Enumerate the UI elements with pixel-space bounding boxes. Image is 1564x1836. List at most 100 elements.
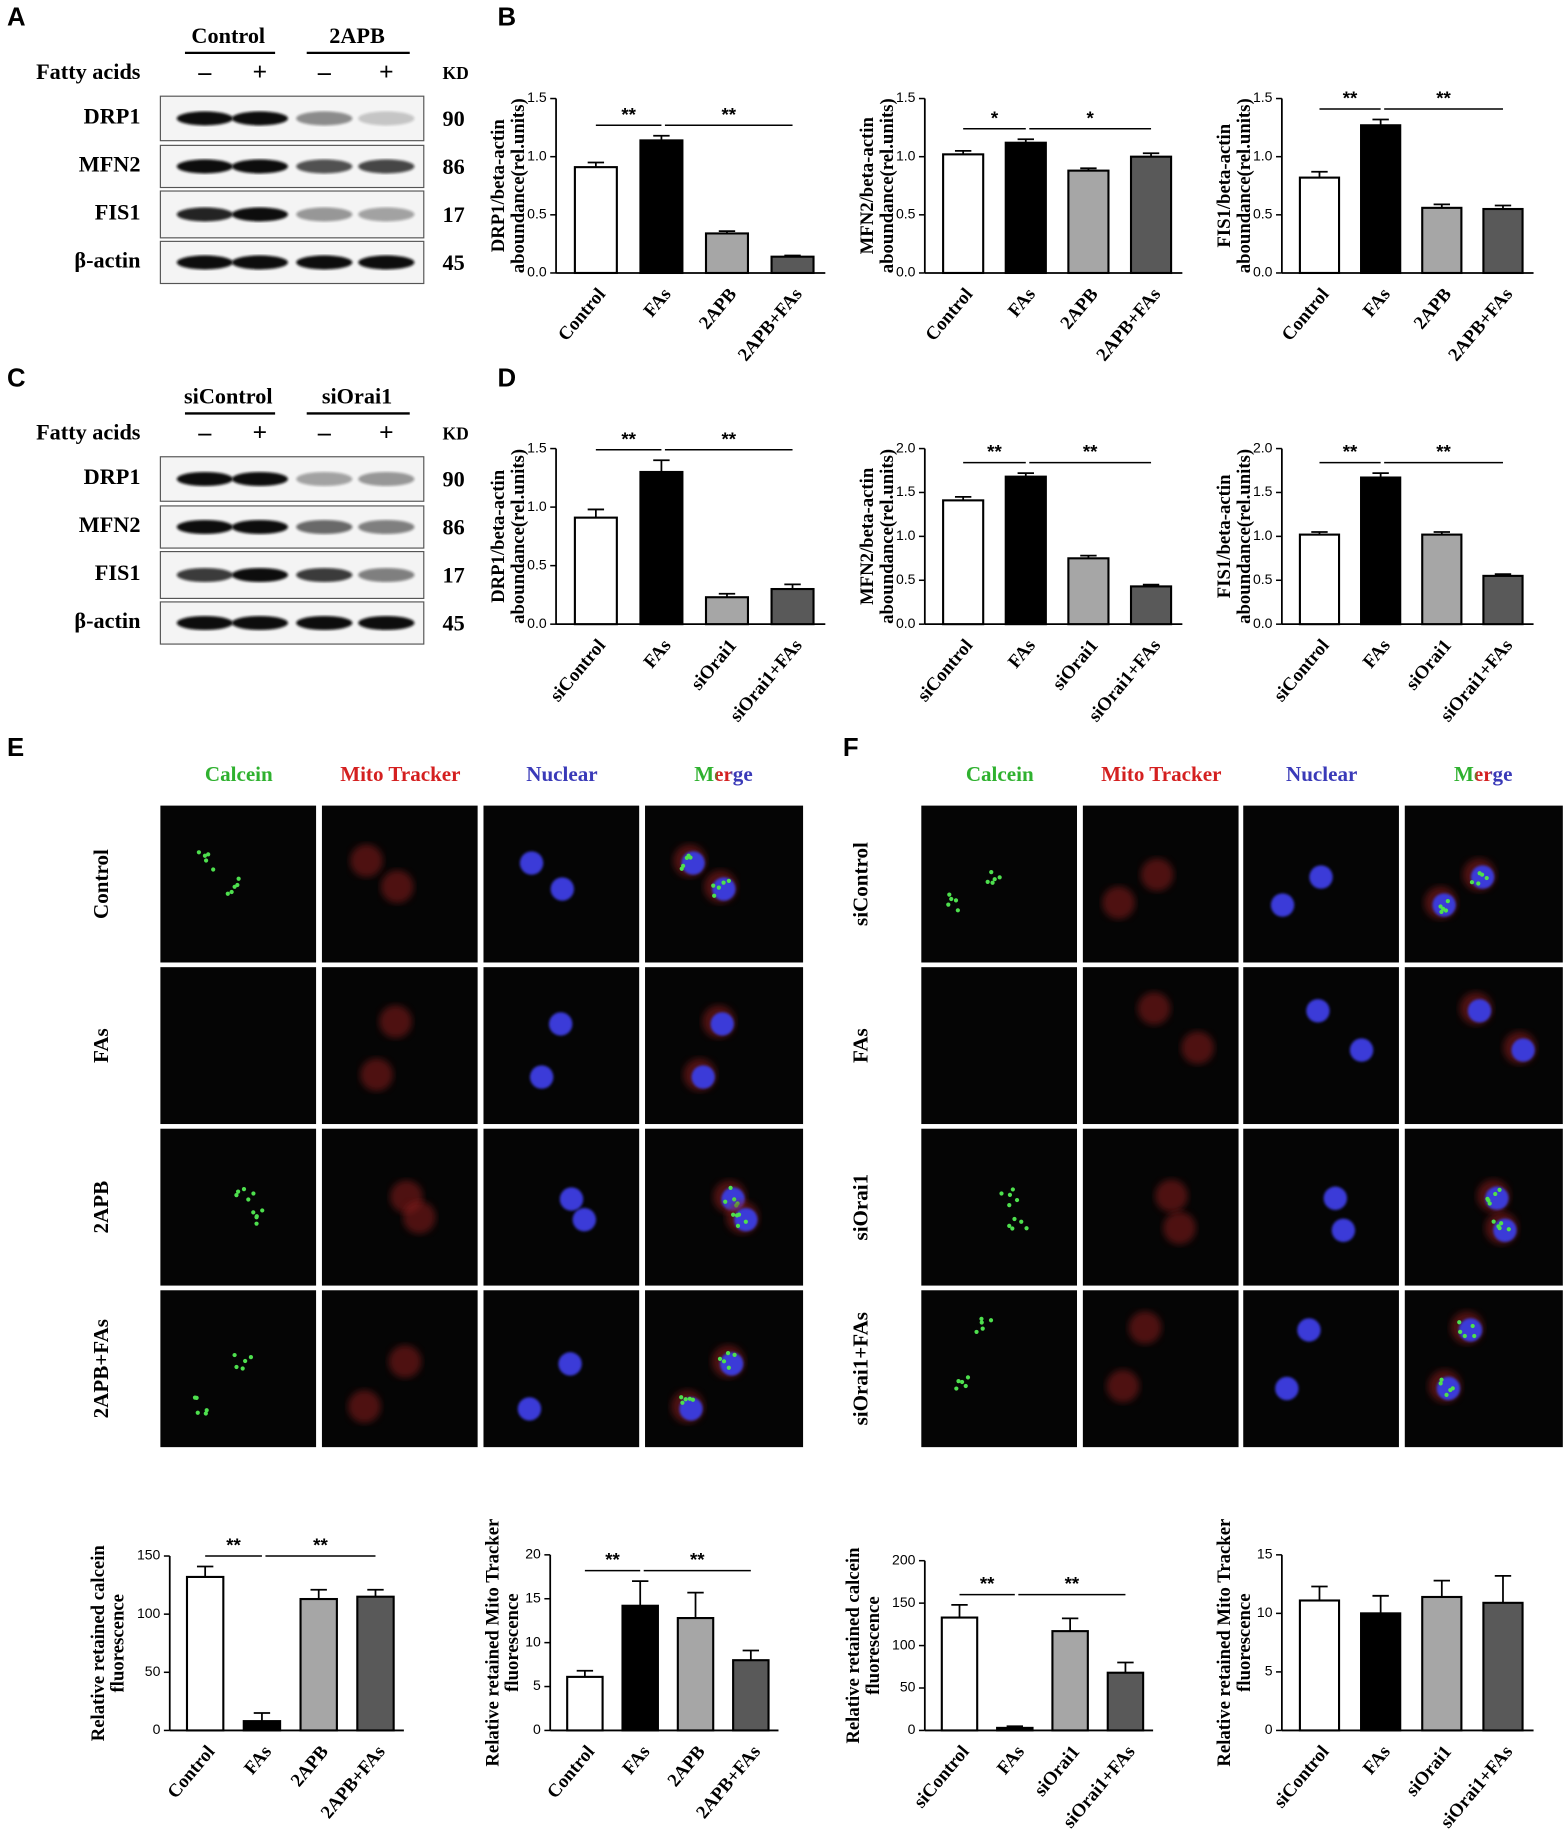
calcein-dot [1445,899,1450,904]
channel-label: Calcein [966,762,1034,786]
bar [621,1604,659,1732]
condition-label: 2APB [89,1181,113,1234]
bar [573,516,618,626]
significance-label: ** [987,441,1002,462]
blot-band [176,519,233,535]
blot-band [296,471,353,487]
micrograph [921,967,1078,1125]
bar [299,1597,338,1732]
x-tick-label: FAs [618,1742,654,1779]
group-label: 2APB [329,23,385,48]
significance-label: * [991,107,999,128]
calcein-dot [980,1326,985,1331]
calcein-dot [989,869,994,875]
blot-band [231,159,288,174]
y-axis-label: FIS1/beta-actin [1214,474,1235,598]
mito-signal [347,1390,381,1423]
significance-label: ** [313,1535,328,1556]
y-tick-label: 2.0 [1253,439,1273,455]
significance-label: ** [1083,441,1098,462]
micrograph [1404,967,1563,1125]
calcein-dot [979,1316,984,1321]
y-axis-label: aboundance(rel.units) [1234,449,1255,624]
calcein-dot [202,853,208,858]
y-tick-label: 2.0 [896,439,916,455]
calcein-dot [1024,1226,1029,1231]
calcein-dot [1007,1192,1013,1197]
x-tick-label: siControl [913,635,977,706]
calcein-dot [1019,1219,1024,1224]
calcein-dot [687,1396,692,1401]
mito-signal [1155,1179,1188,1213]
calcein-dot [211,867,216,872]
kd-label: 45 [443,610,465,635]
y-tick-label: 0.5 [1253,206,1273,222]
panel-label: A [7,4,26,32]
protein-label: DRP1 [84,464,141,489]
x-tick-label: 2APB [1410,284,1456,333]
calcein-dot [192,1395,198,1400]
calcein-dot [204,1408,209,1413]
micrograph [483,967,640,1125]
calcein-dot [954,1386,959,1391]
calcein-dot [988,1318,994,1323]
calcein-dot [1457,1320,1462,1325]
calcein-dot [1010,1187,1015,1192]
blot-band [176,207,233,222]
nucleus [1270,893,1295,917]
calcein-dot [743,1219,748,1224]
mito-signal [1102,886,1136,920]
nucleus [719,1352,744,1376]
y-axis-label: DRP1/beta-actin [488,469,509,603]
y-tick-label: 1.5 [1253,89,1273,105]
calcein-dot [732,1352,737,1358]
kd-label: 90 [443,466,465,491]
calcein-dot [683,1397,688,1402]
kd-label: 17 [443,202,465,227]
calcein-dot [1506,1227,1511,1232]
group-label: siOrai1 [322,383,392,408]
treatment-label: Fatty acids [36,420,141,445]
y-tick-label: 50 [900,1679,916,1695]
lane-sign: + [379,57,394,86]
blot-band [358,111,415,126]
x-tick-label: FAs [1359,635,1395,672]
lane-sign: + [253,57,268,86]
nucleus [679,1397,703,1421]
x-tick-label: 2APB+FAs [1092,284,1165,365]
bar [1421,533,1463,626]
bar [185,1575,225,1732]
calcein-dot [1462,1333,1467,1339]
y-axis-label: fluorescence [1234,1593,1255,1691]
blot-band [231,471,288,487]
nucleus [1349,1038,1374,1062]
bar [1360,124,1402,275]
nucleus [1467,999,1492,1023]
blot-band [358,471,415,487]
y-tick-label: 1.5 [527,439,547,455]
bar [1067,169,1110,275]
calcein-dot [229,889,234,895]
condition-label: Control [89,849,113,919]
mito-signal [1140,858,1174,892]
x-tick-label: FAs [240,1742,276,1779]
channel-label: Nuclear [526,762,597,786]
y-axis-label: aboundance(rel.units) [877,98,898,273]
calcein-dot [1438,1381,1443,1386]
calcein-dot [734,1213,740,1218]
bar [1482,207,1524,275]
blot-band [231,567,288,583]
calcein-dot [732,1197,737,1202]
blot-band [176,159,233,174]
micrograph [1243,967,1399,1125]
nucleus [529,1065,554,1089]
channel-label: Nuclear [1286,762,1357,786]
y-axis-label: aboundance(rel.units) [877,449,898,624]
kd-label: 90 [443,106,465,131]
x-tick-label: siControl [1270,635,1334,706]
calcein-dot [730,1212,736,1217]
significance-label: ** [1065,1573,1080,1594]
calcein-dot [721,1359,727,1364]
x-tick-label: FAs [993,1742,1029,1779]
